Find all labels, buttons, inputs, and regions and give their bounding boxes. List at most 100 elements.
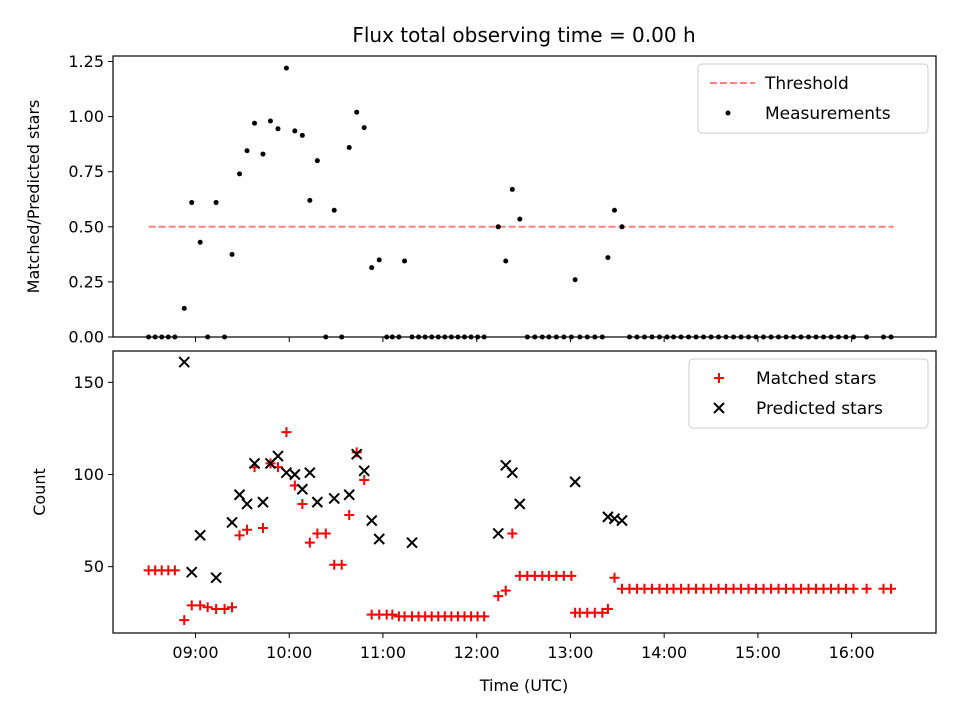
measurement-point: [354, 109, 360, 115]
predicted-stars-point: [514, 498, 526, 510]
measurement-point: [267, 118, 273, 124]
y-tick-label: 0.00: [68, 328, 104, 347]
x-tick-label: 15:00: [735, 643, 781, 662]
matched-stars-point: [195, 600, 206, 611]
legend-entry-label: Threshold: [764, 74, 849, 94]
y-tick-label: 100: [73, 465, 104, 484]
matched-stars-point: [336, 559, 347, 570]
predicted-stars-point: [492, 527, 504, 540]
measurement-point: [331, 207, 337, 213]
matched-stars-point: [609, 572, 620, 583]
matched-stars-point: [312, 528, 323, 539]
matched-stars-point: [886, 583, 897, 594]
measurement-point: [509, 186, 515, 192]
predicted-stars-point: [272, 450, 284, 462]
matched-stars-point: [500, 585, 511, 596]
matched-stars-point: [493, 591, 504, 602]
predicted-stars-point: [257, 496, 269, 508]
measurement-point: [619, 224, 625, 230]
measurement-point: [292, 128, 298, 134]
predicted-stars-point: [248, 457, 261, 470]
matched-stars-point: [387, 609, 398, 620]
measurement-point: [376, 257, 382, 263]
predicted-stars-point: [210, 571, 222, 584]
predicted-stars-point: [406, 536, 418, 549]
count-panel-frame: [112, 350, 937, 634]
matched-stars-point: [169, 565, 180, 576]
measurement-point: [314, 158, 320, 164]
measurement-point: [495, 224, 501, 230]
matched-stars-point: [257, 522, 268, 533]
matched-stars-point: [242, 524, 253, 535]
x-tick-label: 16:00: [829, 643, 875, 662]
matched-stars-point: [351, 447, 362, 458]
measurement-point: [402, 258, 408, 264]
predicted-stars-point: [358, 465, 370, 477]
measurement-point: [197, 239, 203, 245]
y-tick-label: 150: [73, 373, 104, 392]
count-marks: [143, 356, 897, 626]
predicted-stars-point: [289, 468, 301, 481]
predicted-stars-point: [616, 514, 628, 527]
legend-entry-label: Measurements: [765, 104, 891, 124]
x-tick-label: 14:00: [641, 643, 687, 662]
measurement-point: [275, 126, 281, 132]
predicted-stars-point: [178, 356, 190, 368]
x-tick-label: 12:00: [454, 643, 500, 662]
predicted-stars-point: [366, 514, 378, 527]
measurement-point: [572, 277, 578, 283]
predicted-stars-point: [506, 466, 519, 479]
ratio-legend: Threshold Measurements: [697, 63, 929, 134]
y-tick-label: 0.50: [68, 217, 104, 236]
y-tick-label: 0.25: [68, 272, 104, 291]
ratio-y-axis: 0.00 0.25 0.50 0.75 1.00 1.25: [68, 52, 113, 347]
measurement-point: [237, 171, 243, 177]
legend-plus-swatch: [714, 373, 724, 383]
legend-box: [697, 63, 929, 134]
x-tick-label: 09:00: [172, 643, 218, 662]
measurement-point: [361, 125, 367, 131]
predicted-stars-point: [328, 492, 340, 505]
legend-entry-label: Matched stars: [756, 369, 876, 389]
matched-stars-point: [234, 530, 245, 541]
predicted-stars-point: [226, 516, 238, 529]
y-tick-label: 50: [84, 557, 104, 576]
measurement-point: [517, 216, 523, 222]
count-legend: Matched stars Predicted stars: [688, 358, 929, 429]
count-y-axis-label: Count: [30, 468, 49, 516]
predicted-stars-point: [194, 529, 206, 542]
measurement-point: [181, 305, 187, 311]
legend-dot-swatch: [725, 110, 731, 116]
matched-stars-point: [227, 602, 238, 613]
matched-stars-point: [602, 604, 613, 615]
x-tick-label: 11:00: [360, 643, 406, 662]
measurement-point: [611, 207, 617, 213]
measurement-point: [369, 265, 375, 271]
matched-stars-point: [281, 427, 292, 438]
measurement-point: [307, 197, 313, 203]
count-panel: 50 100 150 09:00 10:00 11:00 12:00 13:00 14:00 1…: [30, 350, 937, 662]
chart-title: Flux total observing time = 0.00 h: [352, 23, 695, 47]
predicted-stars-point: [241, 498, 253, 510]
legend-x-swatch: [713, 402, 725, 414]
predicted-stars-point: [602, 511, 614, 523]
predicted-stars-point: [280, 466, 293, 479]
legend-entry-label: Predicted stars: [756, 399, 883, 419]
measurement-point: [213, 200, 219, 206]
predicted-stars-point: [311, 496, 324, 508]
matched-stars-point: [211, 604, 222, 615]
matched-stars-point: [597, 607, 608, 618]
x-tick-label: 13:00: [547, 643, 593, 662]
measurement-point: [503, 258, 509, 264]
predicted-stars-point: [569, 476, 581, 488]
matched-stars-point: [566, 570, 577, 581]
measurement-point: [229, 251, 235, 257]
predicted-stars-point: [351, 448, 363, 460]
matched-stars-point: [304, 537, 315, 548]
matched-stars-point: [219, 604, 230, 615]
matched-stars-point: [507, 528, 518, 539]
predicted-stars-point: [343, 489, 355, 501]
legend-box: [688, 358, 929, 429]
ratio-panel: 0.00 0.25 0.50 0.75 1.00 1.25 Matched/Predict…: [24, 52, 937, 347]
